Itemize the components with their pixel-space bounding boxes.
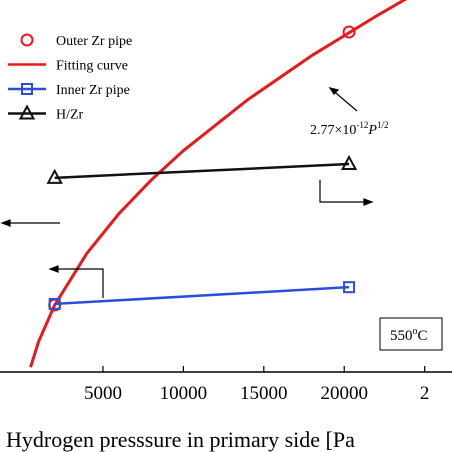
annotation: 2.77×10-12P1/2 bbox=[310, 120, 388, 138]
x-tick-label: 20000 bbox=[320, 383, 368, 404]
annotation-var: P bbox=[367, 123, 377, 138]
legend: Outer Zr pipe Fitting curve Inner Zr pipe H… bbox=[8, 33, 132, 123]
marker bbox=[340, 154, 358, 171]
annotation-pow: 1/2 bbox=[377, 120, 389, 130]
marker bbox=[20, 33, 34, 47]
series-line bbox=[54, 162, 350, 180]
x-axis-label: Hydrogen presssure in primary side [Pa bbox=[6, 427, 355, 452]
series-line bbox=[54, 285, 350, 306]
annotation-exp: -12 bbox=[356, 120, 368, 130]
x-tick-label: 2 bbox=[420, 383, 430, 404]
x-tick-label: 10000 bbox=[160, 383, 208, 404]
marker bbox=[343, 281, 356, 294]
arrows bbox=[0, 87, 374, 298]
marker bbox=[46, 168, 63, 184]
x-tick-label: 15000 bbox=[240, 383, 288, 404]
temperature-box bbox=[379, 317, 443, 351]
plot bbox=[29, 0, 408, 368]
temp-num: 550 bbox=[390, 328, 413, 344]
temp-sup: o bbox=[413, 326, 418, 337]
marker bbox=[18, 104, 36, 120]
x-tick-label: 5000 bbox=[84, 383, 122, 404]
series-line bbox=[29, 0, 408, 368]
temperature-label: 550oC bbox=[390, 326, 428, 344]
legend-label: H/Zr bbox=[56, 108, 84, 123]
marker bbox=[21, 83, 33, 95]
legend-label: Fitting curve bbox=[56, 59, 128, 74]
marker bbox=[342, 25, 356, 39]
legend-label: Outer Zr pipe bbox=[56, 34, 132, 49]
marker bbox=[48, 297, 61, 310]
annotation-base: 2.77×10 bbox=[310, 123, 356, 138]
legend-label: Inner Zr pipe bbox=[56, 83, 130, 98]
temp-unit: C bbox=[418, 328, 428, 344]
